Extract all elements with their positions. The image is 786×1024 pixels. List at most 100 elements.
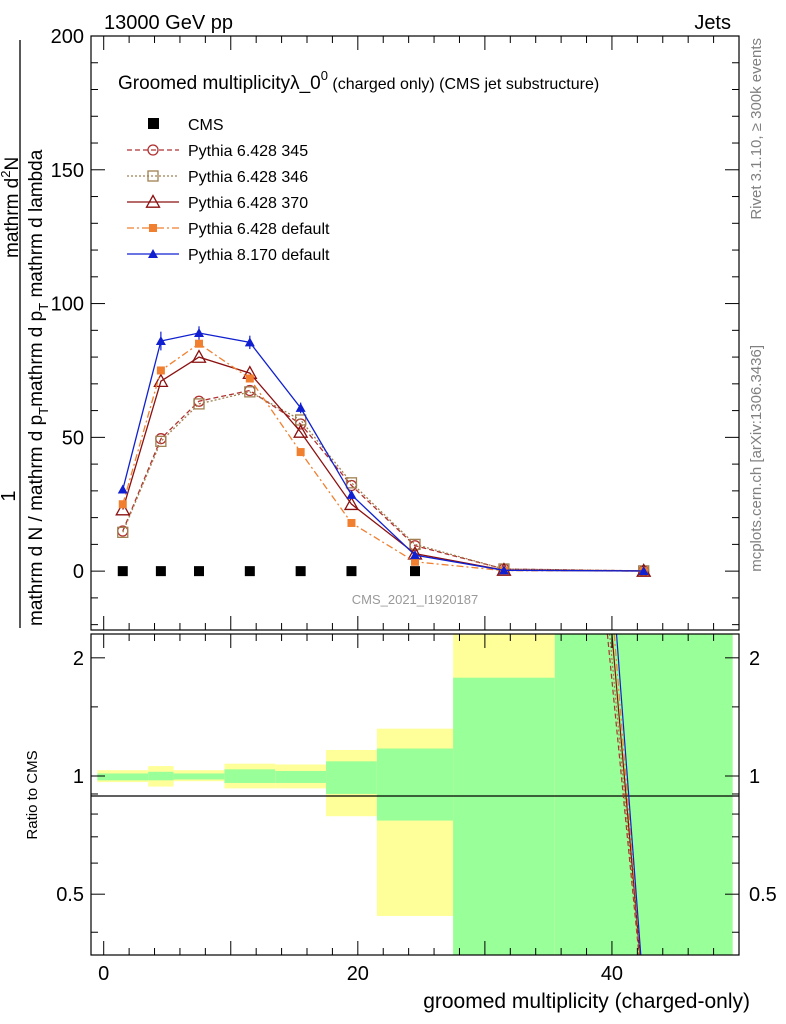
watermark-label: CMS_2021_I1920187: [352, 592, 479, 607]
legend-label: CMS: [188, 117, 224, 134]
series-point-3: [411, 557, 419, 566]
ylabel-denominator: mathrm d N / mathrm d pTmathrm d pT math…: [26, 149, 51, 626]
legend-title-main: Groomed multiplicityλ_0: [118, 73, 321, 94]
main-x-ticks: [103, 36, 740, 630]
header-right-label: Jets: [694, 12, 731, 34]
ratio-bands: [97, 634, 733, 955]
series-point-4: [155, 336, 166, 346]
x-tick-label: 20: [347, 963, 369, 985]
ratio-x-ticks: 0 20 40: [98, 634, 740, 985]
ratio-y-axis-label: Ratio to CMS: [24, 750, 41, 839]
main-y-axis-label: 1 mathrm d N / mathrm d pTmathrm d pT ma…: [0, 40, 51, 628]
ratio-frame: [90, 633, 740, 956]
series-point-3: [347, 518, 356, 527]
series-line-2: [122, 356, 644, 572]
ratio-band-green: [148, 771, 174, 781]
legend: CMS Pythia 6.428 345 Pythia 6.428 346 Pythi…: [127, 117, 330, 264]
series-point-1: [155, 435, 167, 448]
main-plot: 0 50 100 150 200 CMS_2021_I1920187: [51, 26, 740, 631]
ratio-mc-line-3: [613, 633, 641, 956]
legend-entry: Pythia 6.428 370: [127, 194, 308, 212]
ratio-y-ticks: 0.5 0.5 1 1 2 2: [56, 648, 777, 933]
series-line-3: [122, 342, 644, 572]
mcplots-credit-label: mcplots.cern.ch [arXiv:1306.3436]: [748, 345, 765, 572]
x-tick-label: 40: [601, 963, 623, 985]
ratio-plot: 0.5 0.5 1 1 2 2 0 20 40 Ratio to CMS: [24, 633, 777, 985]
series-point-4: [194, 328, 204, 337]
series-point-3: [118, 500, 127, 509]
ylabel-den-sub: T: [36, 407, 51, 415]
legend-entry: Pythia 6.428 default: [127, 221, 330, 238]
main-y-ticks: 0 50 100 150 200: [51, 26, 739, 626]
series-point-2: [293, 424, 309, 438]
series-point-4: [346, 489, 357, 499]
legend-entry: CMS: [148, 117, 224, 134]
series-point-2: [153, 373, 169, 388]
series-line-0: [122, 389, 644, 572]
y-tick-label: 100: [51, 294, 84, 316]
cms-data-layer: [117, 566, 420, 577]
series-point-1: [193, 398, 205, 410]
series-point-3: [195, 339, 203, 348]
legend-label: Pythia 6.428 default: [188, 221, 330, 238]
legend-marker: [145, 194, 161, 208]
ratio-mc-line-2: [611, 633, 641, 956]
legend-entry: Pythia 6.428 346: [127, 169, 308, 186]
ylabel-num-sup: 2: [0, 171, 13, 178]
series-point-2: [343, 496, 360, 511]
ratio-band-green: [97, 773, 149, 781]
ratio-band-green: [453, 677, 555, 955]
ylabel-num-main: mathrm d: [2, 178, 23, 258]
series-point-4: [498, 565, 509, 575]
y-tick-label: 0: [73, 561, 84, 583]
series-point-1: [409, 538, 421, 551]
cms-data-point: [194, 566, 204, 577]
ratio-y-tick-label: 1: [73, 766, 84, 788]
series-line-4: [122, 332, 644, 572]
cms-data-point: [295, 566, 306, 577]
ratio-y-tick-label-right: 1: [749, 766, 760, 788]
series-point-2: [191, 349, 207, 363]
series-point-4: [638, 566, 649, 576]
legend-title: Groomed multiplicityλ_00 (charged only) …: [118, 68, 599, 94]
series-point-4: [295, 402, 306, 412]
legend-marker: [148, 249, 158, 258]
ratio-band-green: [554, 634, 733, 955]
cms-data-point: [410, 566, 420, 577]
ratio-band-green: [376, 748, 454, 821]
ylabel-den-main: mathrm d N / mathrm d p: [26, 415, 47, 626]
ratio-mc-line-1: [609, 633, 641, 956]
series-point-3: [156, 366, 165, 375]
ratio-mc-line-0: [606, 633, 640, 956]
ratio-mc-lines: [606, 633, 642, 956]
ratio-band-green: [173, 773, 225, 780]
ratio-y-tick-label: 2: [73, 648, 84, 670]
ratio-y-tick-label-right: 2: [749, 648, 760, 670]
ratio-mc-line-4: [615, 633, 642, 956]
ylabel-one: 1: [0, 490, 20, 501]
ylabel-numerator: mathrm d2N: [0, 157, 23, 258]
ylabel-bottom-main: mathrm d p: [26, 311, 47, 407]
main-frame: [90, 35, 740, 631]
rivet-version-label: Rivet 3.1.10, ≥ 300k events: [748, 38, 765, 220]
x-tick-label: 0: [98, 963, 109, 985]
series-point-1: [117, 526, 129, 538]
y-tick-label: 200: [51, 26, 84, 48]
series-point-1: [244, 386, 256, 398]
ylabel-num-tail: N: [2, 157, 23, 171]
legend-label: Pythia 6.428 370: [188, 195, 308, 212]
x-axis-label: groomed multiplicity (charged-only): [423, 990, 750, 1013]
series-point-3: [245, 374, 254, 383]
ratio-y-tick-label-right: 0.5: [749, 884, 777, 906]
y-tick-label: 150: [51, 160, 84, 182]
legend-label: Pythia 8.170 default: [188, 247, 330, 264]
ratio-band-green: [224, 769, 276, 783]
legend-label: Pythia 6.428 346: [188, 169, 308, 186]
cms-data-point: [346, 566, 357, 577]
main-series-layer: [115, 326, 652, 577]
legend-marker: [147, 144, 159, 156]
legend-marker-cms: [148, 118, 159, 129]
legend-title-sup: 0: [321, 68, 328, 83]
ratio-band-green: [275, 770, 327, 783]
